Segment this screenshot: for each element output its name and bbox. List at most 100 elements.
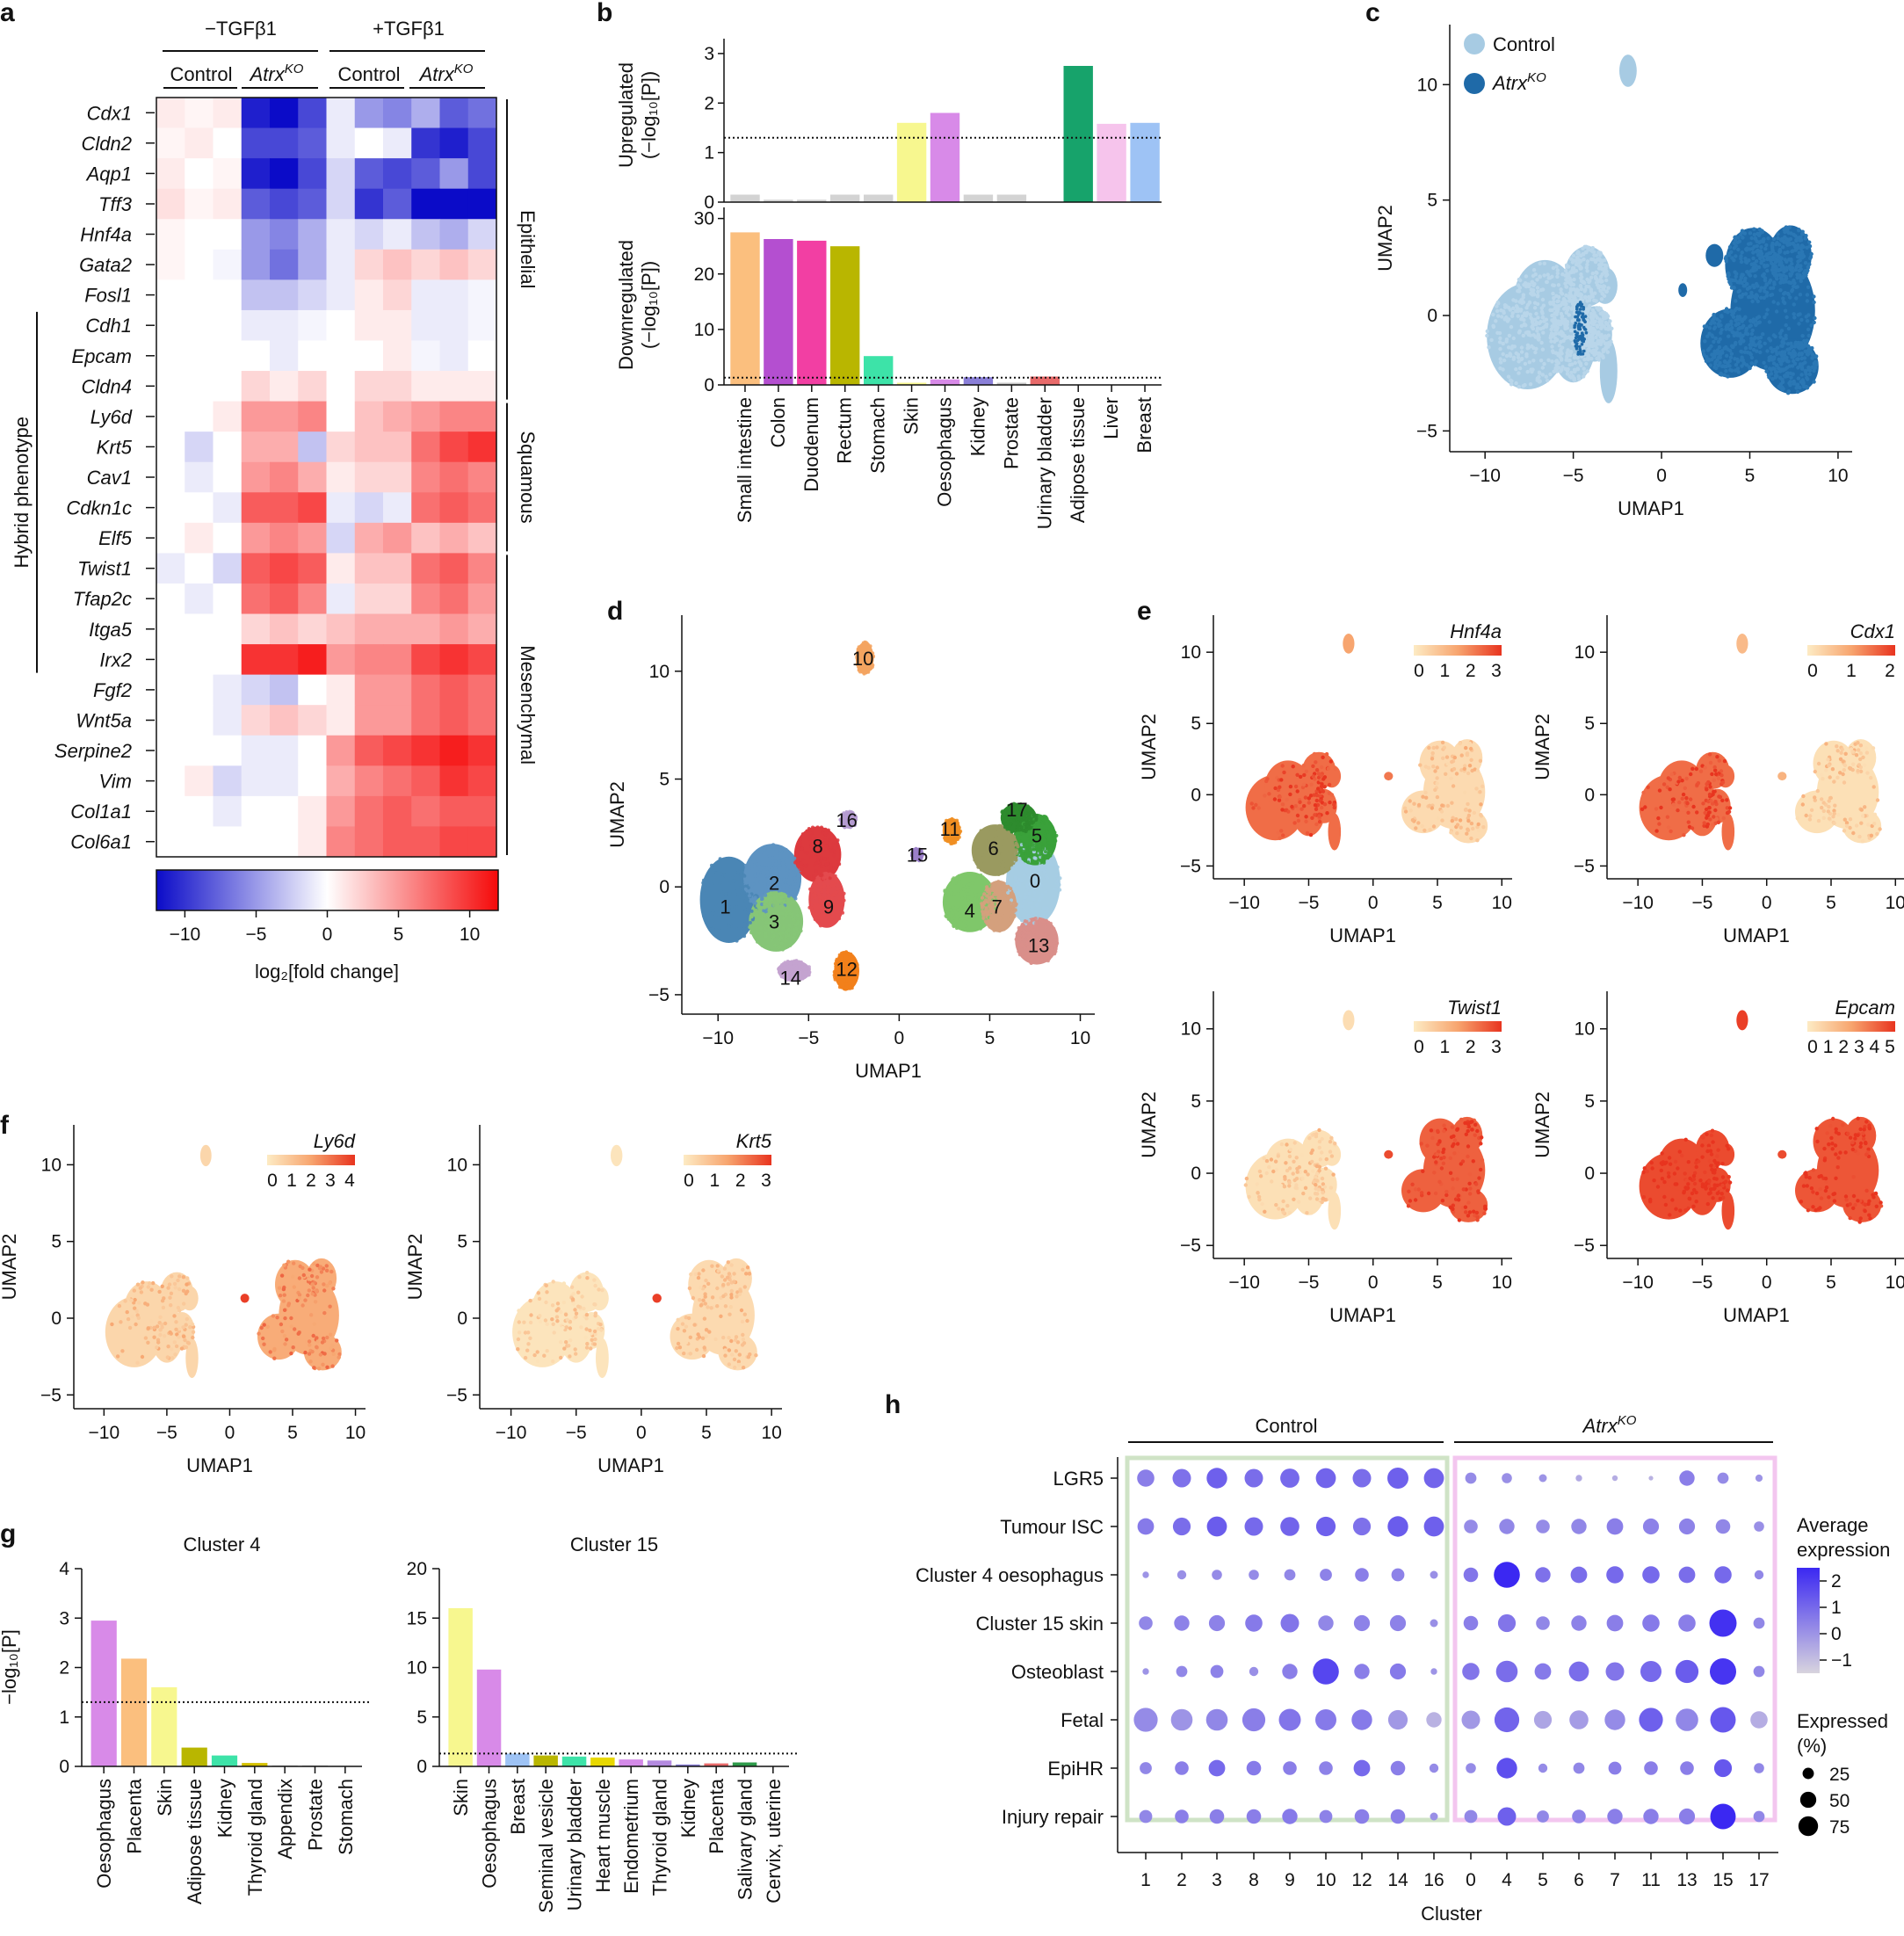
heatmap-cell: [439, 219, 469, 250]
expression-cell: [1431, 745, 1437, 750]
control-cell: [1560, 272, 1565, 277]
expression-cell: [1481, 825, 1486, 830]
gene-label-itga5: Itga5: [89, 619, 133, 641]
expression-cell: [1256, 806, 1261, 810]
heatmap-cell: [213, 158, 243, 190]
cluster-cell: [771, 843, 776, 847]
b-down-tick-label: 0: [704, 375, 714, 395]
heatmap-cell: [213, 583, 243, 615]
cluster-cell: [1017, 953, 1022, 957]
cluster-cell: [778, 889, 781, 893]
control-cell: [1554, 359, 1560, 363]
atrxko-cell: [1788, 383, 1792, 388]
cluster-cell: [856, 661, 860, 665]
heatmap-cell: [411, 826, 441, 858]
atrxko-cell: [1728, 355, 1734, 359]
umap-x-tick-label: −5: [1691, 893, 1712, 913]
b-up-bar: [730, 194, 760, 202]
heatmap-cell: [213, 279, 243, 311]
control-cell: [1587, 335, 1592, 339]
expression-cell: [1445, 803, 1451, 808]
legend-control-swatch: [1464, 33, 1485, 54]
cluster-cell: [846, 974, 851, 978]
cluster-cell: [1051, 834, 1055, 838]
cluster-cell: [1015, 862, 1019, 866]
heatmap-cell: [354, 705, 384, 736]
atrxko-cell: [1790, 262, 1794, 266]
control-cell: [1509, 324, 1514, 330]
cluster-cell: [766, 873, 770, 877]
heatmap-cell: [326, 98, 356, 129]
atrxko-cell: [1813, 366, 1818, 370]
cluster-cell: [778, 852, 782, 857]
control-cell: [1498, 360, 1503, 365]
expression-cell: [1466, 818, 1471, 823]
cluster-cell: [1023, 873, 1027, 877]
heatmap-cell: [383, 826, 412, 858]
atrxko-cell: [1775, 345, 1780, 350]
expression-cell: [1808, 814, 1813, 818]
atrxko-cell: [1770, 268, 1775, 272]
expression-cell: [1333, 766, 1337, 772]
atrxko-cell: [1769, 293, 1773, 298]
cluster-cell: [760, 917, 764, 921]
atrxko-cell: [1577, 336, 1582, 340]
cluster-cell: [1017, 897, 1020, 902]
cluster-cell: [962, 908, 966, 912]
control-cell: [1589, 356, 1594, 361]
expression-cell: [1857, 834, 1862, 839]
cluster-cell: [1039, 867, 1043, 872]
cluster-cell: [807, 837, 812, 842]
heatmap-cell: [383, 279, 412, 311]
expression-cell: [1450, 818, 1455, 823]
heatmap-cell: [156, 371, 185, 402]
gene-label-fgf2: Fgf2: [93, 679, 132, 701]
cluster-label-12: 12: [836, 959, 857, 981]
control-cell: [1575, 366, 1580, 371]
control-cell: [1574, 293, 1578, 297]
cluster-cell: [779, 941, 784, 946]
heatmap-cell: [354, 826, 384, 858]
heatmap-cell: [213, 553, 243, 584]
cluster-cell: [1033, 924, 1038, 928]
atrxko-cell: [1806, 333, 1811, 338]
cluster-label-2: 2: [769, 872, 779, 894]
atrxko-cell: [1771, 333, 1777, 337]
heatmap-cell: [213, 249, 243, 280]
atrxko-cell: [1724, 344, 1728, 350]
heatmap-cell: [156, 674, 185, 706]
umap-y-tick-label: −5: [1416, 421, 1437, 441]
atrxko-cell: [1800, 232, 1805, 236]
atrxko-cell: [1807, 368, 1813, 373]
expression-cell: [1707, 752, 1712, 757]
atrxko-cell: [1782, 270, 1786, 274]
colorbar-tick-label: 5: [394, 924, 404, 945]
expression-cell: [1469, 758, 1473, 762]
cluster-label-14: 14: [779, 967, 800, 989]
expression-cell: [1466, 827, 1470, 831]
heatmap-cell: [185, 127, 214, 159]
atrxko-cell: [1756, 299, 1761, 304]
cluster-cell: [1022, 816, 1026, 820]
control-cell: [1567, 313, 1571, 317]
cluster-cell: [864, 644, 868, 649]
cluster-cell: [1012, 835, 1017, 839]
expression-cell: [1314, 793, 1320, 798]
control-cell: [1598, 335, 1604, 339]
expression-cell: [1850, 767, 1855, 772]
cluster-cell: [1017, 925, 1021, 930]
group-label-atrxko-1: AtrxKO: [249, 62, 304, 85]
cluster-cell: [846, 981, 851, 985]
control-cell: [1535, 278, 1539, 282]
atrxko-cell: [1802, 343, 1806, 347]
expression-cell: [1467, 764, 1473, 768]
cluster-cell: [1009, 887, 1013, 891]
heatmap-cell: [270, 158, 299, 190]
cluster-cell: [974, 853, 979, 858]
atrxko-cell: [1806, 349, 1810, 353]
cluster-cell: [778, 945, 782, 949]
expression-cell: [1681, 792, 1686, 797]
cluster-cell: [993, 911, 997, 916]
atrxko-cell: [1734, 254, 1738, 258]
